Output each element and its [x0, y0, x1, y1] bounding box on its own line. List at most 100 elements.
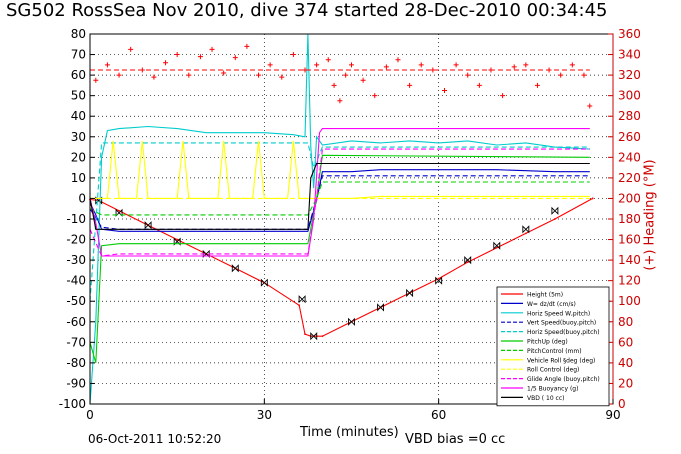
legend-label: PitchUp (deg)	[527, 339, 568, 346]
data-point	[304, 333, 306, 336]
y-tick-label: 70	[71, 48, 86, 62]
heading-point	[383, 64, 389, 70]
data-point	[118, 209, 120, 212]
y-tick-label: 40	[71, 109, 86, 123]
y2-tick-label: 260	[618, 130, 641, 144]
heading-point	[587, 103, 593, 109]
y2-tick-label: 100	[618, 294, 641, 308]
height-marker	[551, 206, 559, 215]
data-point	[466, 261, 469, 264]
height-marker	[406, 288, 414, 298]
heading-point	[232, 55, 238, 61]
y2-tick-label: 360	[618, 27, 641, 41]
legend-label: Horiz Speed W,pitch)	[527, 310, 590, 317]
data-point	[591, 197, 594, 200]
heading-point	[331, 82, 337, 88]
y-tick-label: -100	[59, 397, 86, 411]
height-marker	[435, 276, 443, 285]
legend-box	[496, 286, 610, 407]
heading-point	[407, 82, 413, 88]
height-marker	[202, 249, 210, 259]
legend-label: W= dz/dt (cm/s)	[527, 301, 576, 308]
legend: Height (5m) W= dz/dt (cm/s) Horiz Speed W,…	[496, 286, 610, 407]
x-tick-label: 0	[86, 408, 94, 422]
data-point	[495, 246, 498, 249]
y-tick-label: 50	[71, 89, 86, 103]
y2-tick-label: 300	[618, 89, 641, 103]
x-tick-label: 90	[605, 408, 620, 422]
y-tick-label: 60	[71, 68, 86, 82]
timestamp: 06-Oct-2011 10:52:20	[88, 432, 222, 446]
legend-label: 1/5 Buoyancy (g)	[527, 386, 578, 393]
legend-label: Roll Control (deg)	[527, 367, 579, 374]
heading-point	[569, 62, 575, 68]
heading-point	[221, 70, 227, 76]
heading-point	[441, 88, 447, 94]
series-line	[89, 169, 590, 232]
height-marker	[173, 237, 181, 246]
heading-point	[244, 43, 250, 49]
heading-point	[581, 72, 587, 78]
height-marker	[310, 332, 318, 341]
heading-point	[325, 57, 331, 63]
y2-tick-label: 60	[618, 335, 633, 349]
heading-point	[453, 62, 459, 68]
legend-label: Horiz Speed(buoy,pitch)	[527, 329, 600, 336]
heading-point	[534, 82, 540, 88]
chart-title: SG502 RossSea Nov 2010, dive 374 started…	[6, 0, 608, 21]
height-marker	[522, 225, 530, 234]
heading-point	[104, 62, 110, 68]
y2-tick-label: 40	[618, 356, 633, 370]
y2-tick-label: 0	[618, 397, 626, 411]
legend-label: Glide Angle (buoy,pitch)	[527, 376, 600, 383]
series-line	[89, 128, 590, 257]
data-point	[524, 232, 527, 235]
y2-tick-label: 240	[618, 150, 641, 164]
vbd-bias-label: VBD bias =0 cc	[405, 432, 506, 447]
legend-label: PitchControl (mm)	[527, 348, 582, 355]
heading-point	[151, 74, 157, 80]
heading-point	[128, 46, 134, 52]
heading-point	[418, 62, 424, 68]
data-point	[298, 304, 301, 307]
y2-tick-label: 140	[618, 253, 641, 267]
data-point	[321, 335, 324, 338]
heading-point	[163, 60, 169, 66]
y2-tick-label: 20	[618, 376, 633, 390]
series-line	[89, 33, 590, 405]
height-marker	[144, 221, 152, 230]
legend-label: VBD ( 10 cc)	[527, 395, 564, 402]
y-tick-label: 80	[71, 27, 86, 41]
heading-point	[314, 62, 320, 68]
heading-point	[337, 98, 343, 104]
height-marker	[115, 208, 123, 217]
series-lines	[89, 33, 594, 405]
height-marker	[231, 264, 239, 273]
y2-tick-label: 320	[618, 68, 641, 82]
x-axis-label: Time (minutes)	[300, 425, 399, 440]
height-marker	[464, 256, 472, 265]
heading-point	[186, 72, 192, 78]
y-tick-label: -20	[66, 233, 86, 247]
legend-label: Height (5m)	[527, 292, 563, 299]
heading-point	[93, 77, 99, 83]
series-line	[90, 140, 590, 199]
heading-point	[372, 93, 378, 99]
y-tick-label: -10	[66, 212, 86, 226]
heading-point	[343, 72, 349, 78]
heading-point	[349, 62, 354, 68]
y-tick-label: -90	[66, 376, 86, 390]
y2-tick-label: 180	[618, 212, 641, 226]
y-tick-label: -30	[66, 253, 86, 267]
y2-tick-label: 160	[618, 233, 641, 247]
axes: -100-90-80-70-60-50-40-30-20-10010203040…	[59, 27, 641, 422]
heading-point	[395, 57, 401, 63]
heading-point	[558, 72, 564, 78]
heading-point	[116, 72, 122, 78]
height-marker	[348, 317, 355, 326]
heading-point	[476, 82, 482, 88]
legend-label: Vehicle Roll §deg (deg)	[527, 357, 595, 364]
y-tick-label: -80	[66, 356, 86, 370]
y-tick-label: 20	[71, 150, 86, 164]
y2-tick-label: 120	[618, 274, 641, 288]
